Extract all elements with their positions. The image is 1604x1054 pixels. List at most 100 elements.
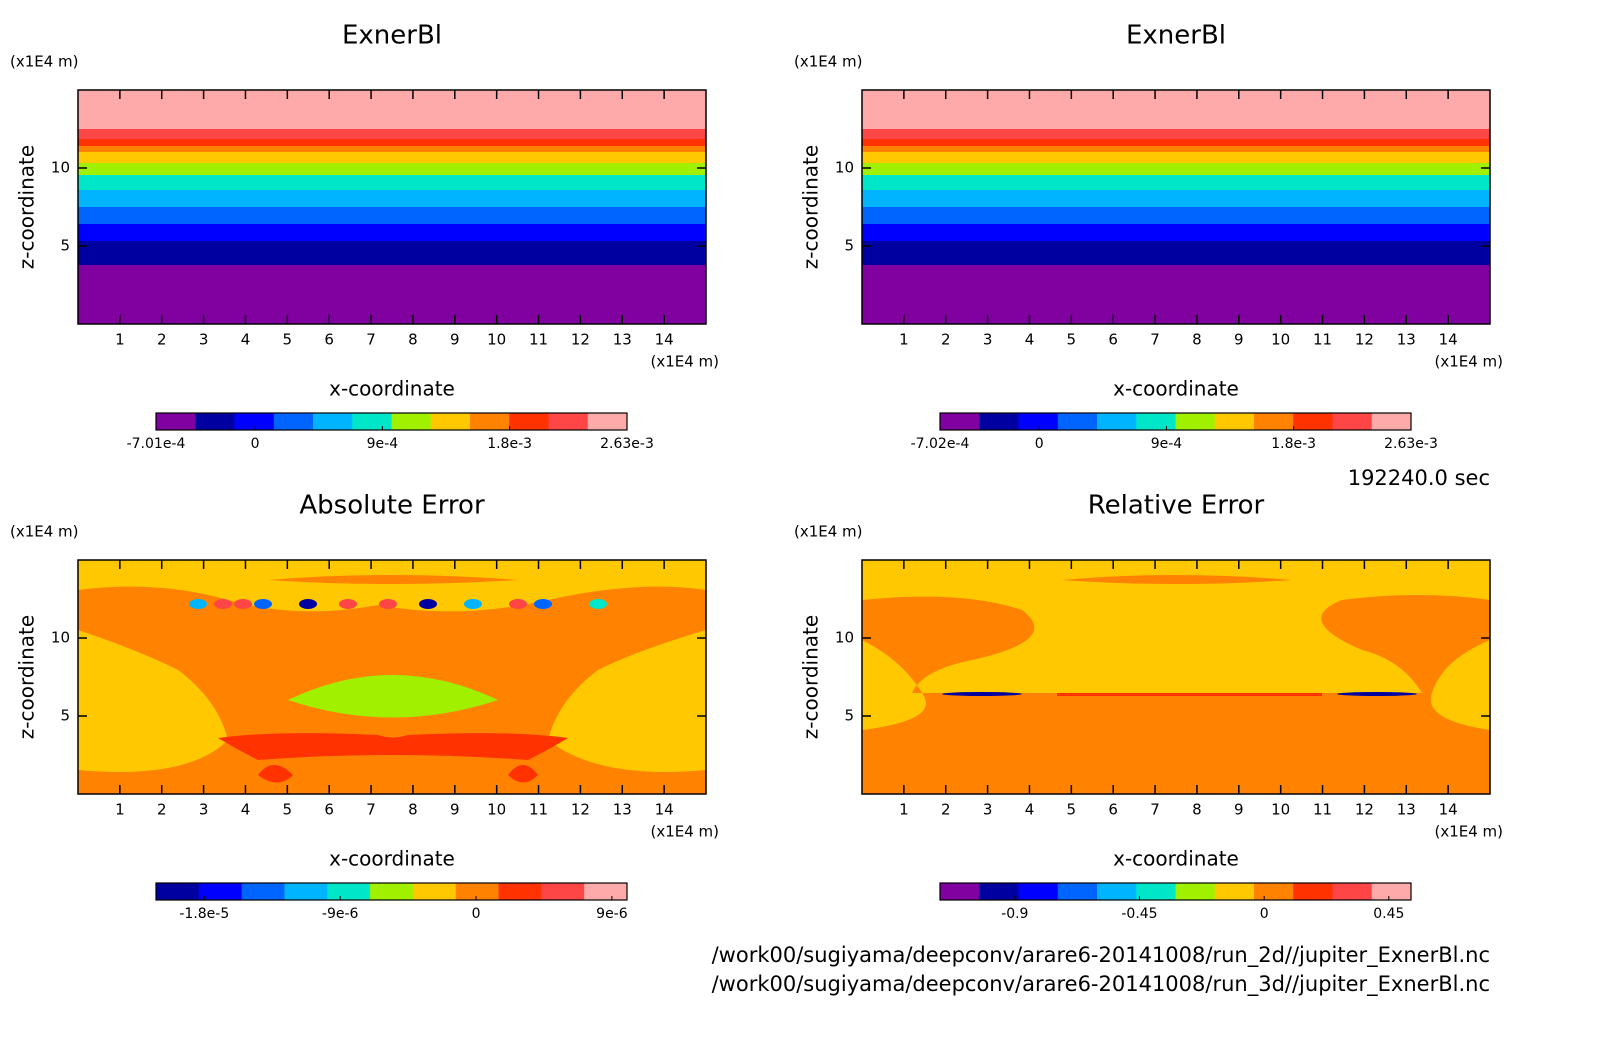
y-tick-label: 5 <box>844 707 854 725</box>
x-tick-label: 11 <box>529 801 548 819</box>
x-tick-label: 2 <box>157 331 167 349</box>
x-tick-label: 7 <box>366 331 376 349</box>
colorbar-frame <box>155 412 628 431</box>
colorbar-swatch <box>1254 413 1294 430</box>
contour-fill <box>288 675 498 718</box>
contour-band <box>78 265 706 324</box>
contour-fill <box>218 733 568 760</box>
y-tick-label: 10 <box>51 159 70 177</box>
contour-band <box>862 207 1490 224</box>
colorbar-swatch <box>241 883 285 900</box>
colorbar-swatch <box>940 413 980 430</box>
contour-band <box>78 146 706 152</box>
contour-fill <box>509 599 527 609</box>
colorbar-swatch <box>352 413 392 430</box>
colorbar-swatch <box>370 883 414 900</box>
colorbar-swatch <box>1332 413 1373 430</box>
x-tick-label: 11 <box>1313 331 1332 349</box>
colorbar-tick-label: 9e-4 <box>367 436 399 452</box>
x-tick-label: 5 <box>1067 331 1077 349</box>
y-tick-label: 5 <box>60 707 70 725</box>
colorbar-swatch <box>498 883 542 900</box>
colorbar-tick-label: -7.02e-4 <box>911 436 970 452</box>
colorbar-swatch <box>198 883 243 900</box>
y-tick-label: 10 <box>835 629 854 647</box>
x-tick-label: 3 <box>983 331 993 349</box>
x-tick-label: 6 <box>1108 801 1118 819</box>
colorbar-tick-label: -7.01e-4 <box>127 436 186 452</box>
x-tick-label: 7 <box>1150 801 1160 819</box>
colorbar-swatch <box>548 413 589 430</box>
y-unit: (x1E4 m) <box>794 53 863 71</box>
x-tick-label: 3 <box>983 801 993 819</box>
panel-title: Relative Error <box>1088 491 1265 521</box>
contour-band <box>78 163 706 175</box>
x-tick-label: 5 <box>1067 801 1077 819</box>
colorbar-tick-label: 0 <box>1260 906 1269 922</box>
x-tick-label: 7 <box>1150 331 1160 349</box>
colorbar-swatch <box>470 413 510 430</box>
contour-fill <box>254 599 272 609</box>
x-tick-label: 12 <box>571 801 590 819</box>
contour-fill <box>534 599 552 609</box>
contour-band <box>862 163 1490 175</box>
x-tick-label: 6 <box>324 801 334 819</box>
colorbar-swatch <box>1293 413 1333 430</box>
colorbar-swatch <box>1214 413 1255 430</box>
contour-band <box>862 175 1490 190</box>
x-tick-label: 8 <box>1192 331 1202 349</box>
contour-band <box>78 241 706 265</box>
contour-band <box>862 190 1490 207</box>
colorbar-swatch <box>313 413 353 430</box>
colorbar-tick-label: 0 <box>472 906 481 922</box>
x-tick-label: 10 <box>487 801 506 819</box>
contour-fill <box>268 575 518 584</box>
colorbar-tick-label: 0.45 <box>1373 906 1404 922</box>
contour-fill <box>1002 695 1332 740</box>
x-tick-label: 12 <box>1355 331 1374 349</box>
contour-fill <box>234 599 252 609</box>
x-tick-label: 3 <box>199 331 209 349</box>
contour-fill <box>379 599 397 609</box>
contour-fill <box>214 599 232 609</box>
x-axis-label: x-coordinate <box>1113 377 1239 401</box>
contour-band <box>78 152 706 163</box>
x-tick-label: 7 <box>366 801 376 819</box>
x-tick-label: 14 <box>655 331 674 349</box>
colorbar-swatch <box>412 883 457 900</box>
colorbar-swatch <box>327 883 371 900</box>
colorbar-swatch <box>509 413 549 430</box>
colorbar-tick-label: 2.63e-3 <box>1384 436 1438 452</box>
colorbar-swatch <box>979 413 1019 430</box>
x-tick-label: 11 <box>529 331 548 349</box>
colorbar-swatch <box>455 883 500 900</box>
x-tick-label: 3 <box>199 801 209 819</box>
time-label: 192240.0 sec <box>1348 466 1490 490</box>
x-unit: (x1E4 m) <box>1434 353 1503 371</box>
colorbar-swatch <box>1371 883 1412 900</box>
x-tick-label: 5 <box>283 331 293 349</box>
colorbar-swatch <box>156 413 196 430</box>
x-tick-label: 4 <box>1025 331 1035 349</box>
colorbar-swatch <box>1136 413 1176 430</box>
contour-fill <box>419 599 437 609</box>
x-tick-label: 2 <box>941 801 951 819</box>
x-tick-label: 10 <box>487 331 506 349</box>
contour-band <box>78 175 706 190</box>
x-tick-label: 14 <box>1439 801 1458 819</box>
colorbar-tick-label: 0 <box>251 436 260 452</box>
contour-fill <box>299 599 317 609</box>
contour-band <box>78 190 706 207</box>
colorbar-tick-label: 1.8e-3 <box>487 436 532 452</box>
colorbar-swatch <box>234 413 275 430</box>
plot-frame <box>861 559 1491 795</box>
colorbar-swatch <box>979 883 1019 900</box>
colorbar-swatch <box>1175 883 1216 900</box>
colorbar-tick-label: -0.9 <box>1001 906 1028 922</box>
contour-band <box>862 90 1490 129</box>
x-axis-label: x-coordinate <box>329 847 455 871</box>
colorbar-tick-label: -9e-6 <box>322 906 359 922</box>
x-tick-label: 8 <box>408 331 418 349</box>
colorbar-tick-label: 1.8e-3 <box>1271 436 1316 452</box>
